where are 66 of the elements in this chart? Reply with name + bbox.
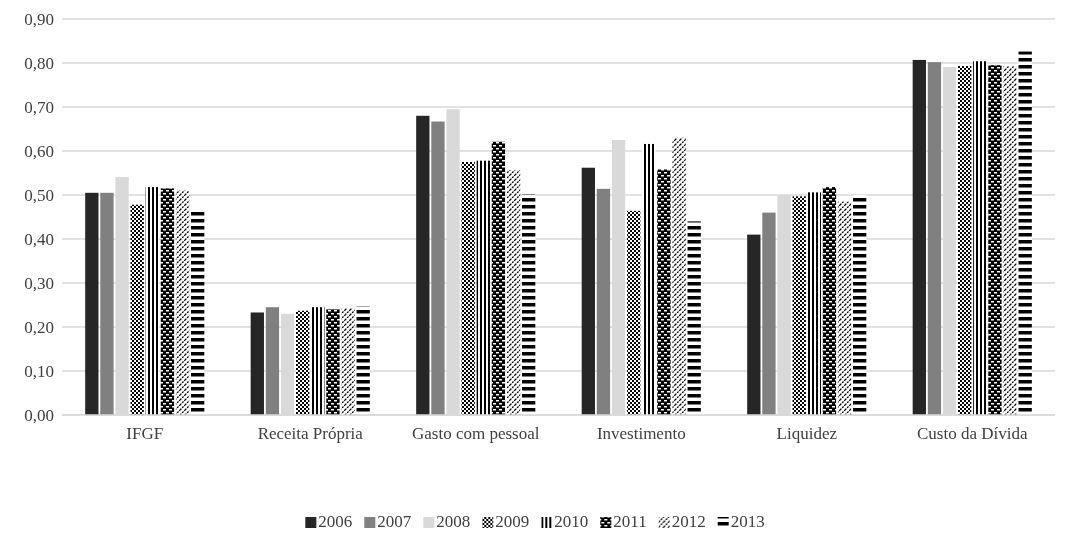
bar [927,62,942,415]
bar [672,137,686,415]
bar [627,210,641,415]
y-tick-label: 0,30 [24,273,54,293]
legend-label: 2013 [730,512,765,531]
bar [958,66,972,415]
bar [687,221,701,415]
bar [822,187,837,415]
bar [853,195,867,415]
bar [130,204,144,415]
y-tick-label: 0,20 [24,317,54,337]
legend-label: 2006 [318,512,353,531]
bar [160,188,175,415]
bar [596,188,611,415]
bar [341,308,355,415]
bar [792,196,806,415]
y-tick-label: 0,10 [24,361,54,381]
legend-label: 2009 [495,512,530,531]
bar [491,141,506,415]
y-tick-label: 0,70 [24,97,54,117]
legend-label: 2010 [554,512,589,531]
bar [1018,51,1032,415]
legend-label: 2008 [436,512,471,531]
y-tick-label: 0,00 [24,405,54,425]
bar [356,306,370,415]
legend-label: 2012 [671,512,706,531]
bar [85,192,99,415]
y-tick-label: 0,90 [24,9,54,29]
bar [416,115,430,415]
x-tick-label: Custo da Dívida [917,424,1028,444]
bar [837,201,852,415]
x-tick-label: Liquidez [776,424,838,444]
bar [912,59,926,415]
y-tick-label: 0,40 [24,229,54,249]
bar [1003,66,1017,415]
bar [265,307,280,415]
bar [506,170,521,415]
bar [522,194,536,415]
x-tick-label: Gasto com pessoal [412,424,540,444]
bar [145,187,159,415]
bar [250,312,264,415]
bar [296,310,310,415]
legend-label: 2007 [377,512,412,531]
x-tick-label: Investimento [596,424,686,444]
bar [973,61,987,415]
bar [431,121,445,415]
legend-label: 2011 [613,512,647,531]
y-tick-label: 0,50 [24,185,54,205]
bar [807,192,821,415]
bar [476,160,490,415]
bar [581,167,595,415]
bar [642,143,656,415]
bar [988,65,1002,415]
y-tick-label: 0,60 [24,141,54,161]
bar [747,234,761,415]
x-tick-label: Receita Própria [257,424,364,444]
y-tick-label: 0,80 [24,53,54,73]
bar [191,211,205,415]
bar [175,190,190,415]
bar [657,169,671,415]
bar [326,309,340,415]
bar [100,192,114,415]
bar [311,307,325,415]
bar [461,162,475,415]
x-tick-label: IFGF [126,424,164,444]
bar [762,212,776,415]
